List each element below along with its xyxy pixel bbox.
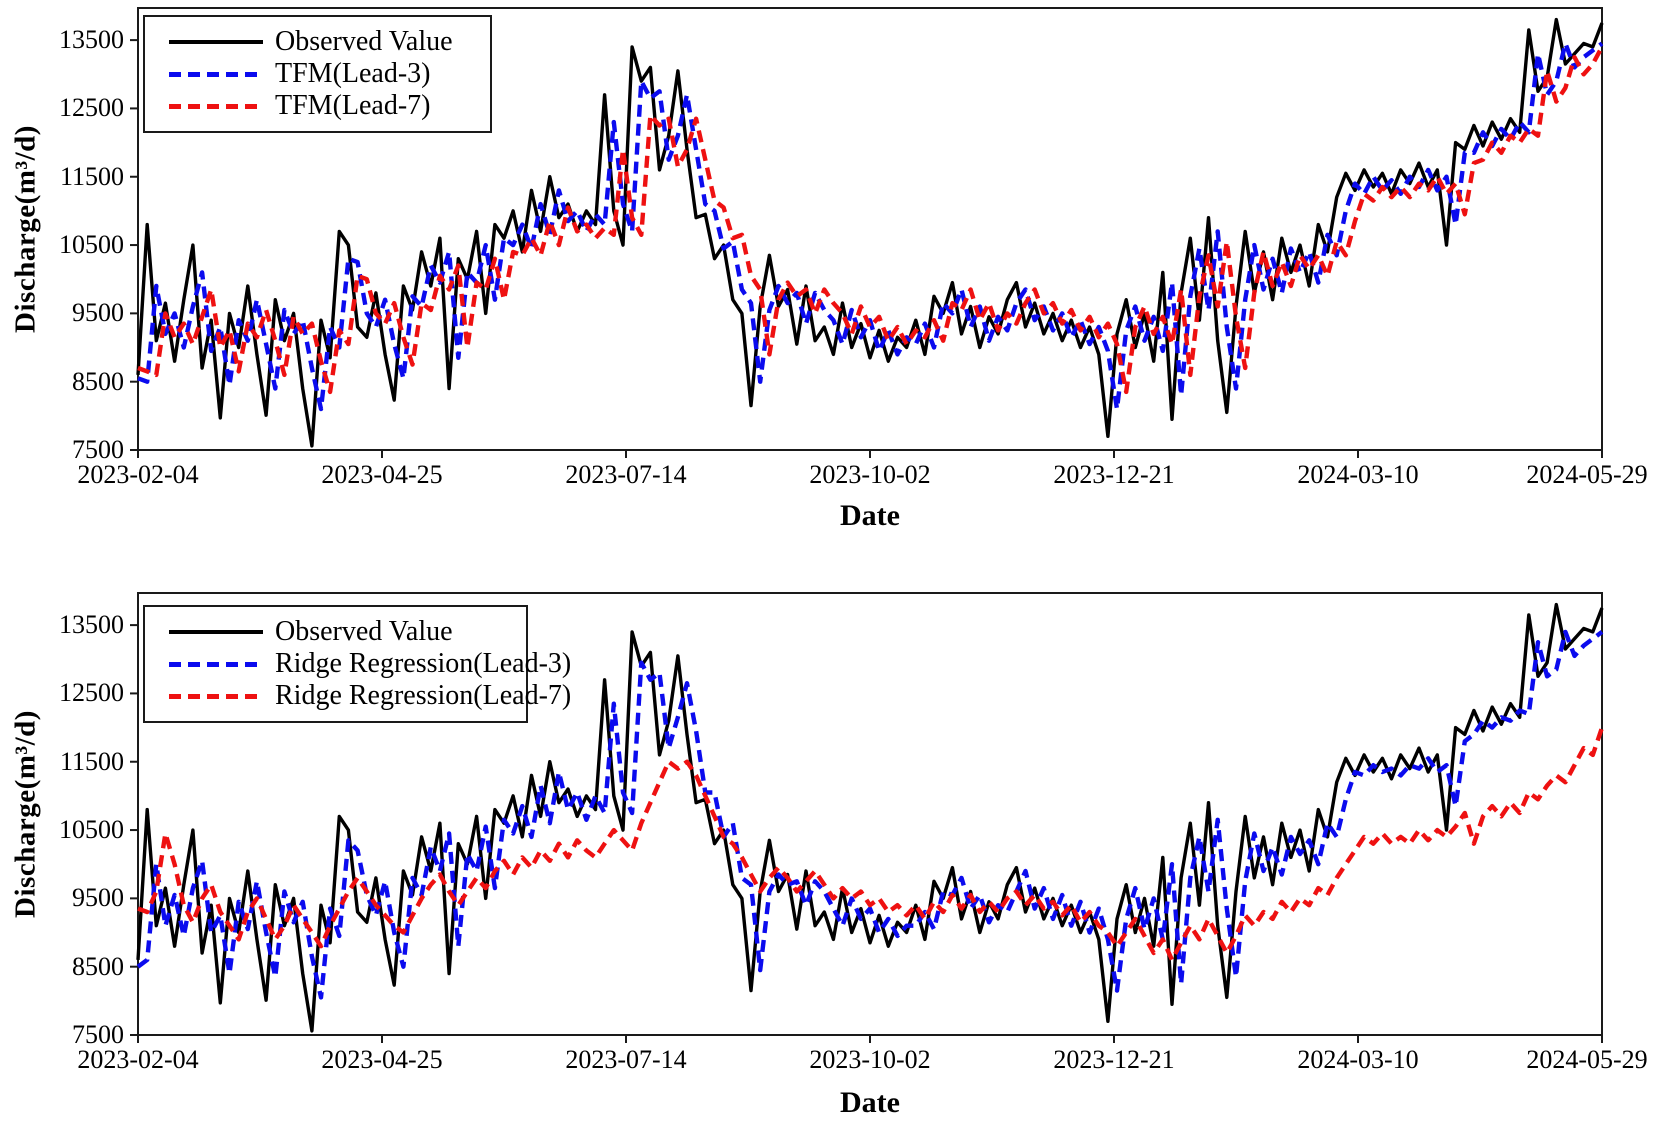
- legend-label: Ridge Regression(Lead-7): [275, 680, 572, 711]
- x-tick-label: 2024-05-29: [1526, 460, 1648, 489]
- x-axis-title-top: Date: [840, 499, 900, 532]
- series-line-Observed Value: [136, 602, 1604, 1033]
- y-tick-label: 12500: [59, 678, 124, 708]
- legend-solid-line-sample: [169, 630, 263, 634]
- x-tick-label: 2023-12-21: [1053, 1045, 1175, 1074]
- legend-entry: Ridge Regression(Lead-7): [169, 680, 571, 712]
- legend-dashed-line-sample: [169, 103, 263, 109]
- x-tick-label: 2023-10-02: [809, 460, 931, 489]
- legend-dashed-line-sample: [169, 693, 263, 699]
- x-tick-label: 2024-03-10: [1297, 460, 1419, 489]
- series-line-Ridge Regression(Lead-7): [137, 726, 1605, 963]
- x-tick-label: 2023-10-02: [809, 1045, 931, 1074]
- y-tick-label: 8500: [72, 366, 124, 396]
- x-axis-title-bottom: Date: [840, 1086, 900, 1119]
- legend-1: Observed Value Ridge Regression(Lead-3) Ri…: [143, 605, 571, 723]
- legend-entry: TFM(Lead-7): [169, 90, 484, 122]
- y-tick-label: 12500: [59, 93, 124, 123]
- legend-entry: Ridge Regression(Lead-3): [169, 648, 571, 680]
- series-line-Observed Value: [136, 17, 1604, 448]
- series-line-TFM(Lead-3): [137, 41, 1604, 412]
- legend-label: TFM(Lead-7): [275, 90, 431, 121]
- y-tick-label: 10500: [59, 815, 124, 845]
- x-tick-label: 2024-05-29: [1526, 1045, 1648, 1074]
- x-tick-label: 2023-12-21: [1053, 460, 1175, 489]
- x-tick-label: 2023-02-04: [77, 1045, 199, 1074]
- legend-label: Ridge Regression(Lead-3): [275, 648, 572, 679]
- y-tick-label: 9500: [72, 298, 124, 328]
- x-tick-label: 2023-02-04: [77, 460, 199, 489]
- y-tick-label: 7500: [72, 435, 124, 464]
- x-tick-label: 2023-07-14: [565, 460, 687, 489]
- legend-0: Observed Value TFM(Lead-3) TFM(Lead-7): [143, 15, 492, 133]
- legend-label: Observed Value: [275, 616, 453, 647]
- x-tick-label: 2023-07-14: [565, 1045, 687, 1074]
- legend-label: Observed Value: [275, 26, 453, 57]
- legend-entry: Observed Value: [169, 616, 520, 648]
- y-tick-label: 10500: [59, 230, 124, 260]
- legend-label: TFM(Lead-3): [275, 58, 431, 89]
- x-tick-label: 2023-04-25: [321, 460, 443, 489]
- y-tick-label: 7500: [72, 1020, 124, 1049]
- y-tick-label: 13500: [59, 610, 124, 640]
- y-tick-label: 9500: [72, 883, 124, 913]
- series-line-Ridge Regression(Lead-3): [136, 629, 1604, 1000]
- y-tick-label: 13500: [59, 25, 124, 55]
- legend-dashed-line-sample: [169, 661, 263, 667]
- x-tick-label: 2023-04-25: [321, 1045, 443, 1074]
- y-tick-label: 11500: [59, 746, 124, 776]
- legend-entry: TFM(Lead-3): [169, 58, 484, 90]
- x-tick-label: 2024-03-10: [1297, 1045, 1419, 1074]
- legend-solid-line-sample: [169, 40, 263, 44]
- legend-entry: Observed Value: [169, 26, 484, 58]
- legend-dashed-line-sample: [169, 71, 263, 77]
- y-tick-label: 8500: [72, 951, 124, 981]
- y-tick-label: 11500: [59, 161, 124, 191]
